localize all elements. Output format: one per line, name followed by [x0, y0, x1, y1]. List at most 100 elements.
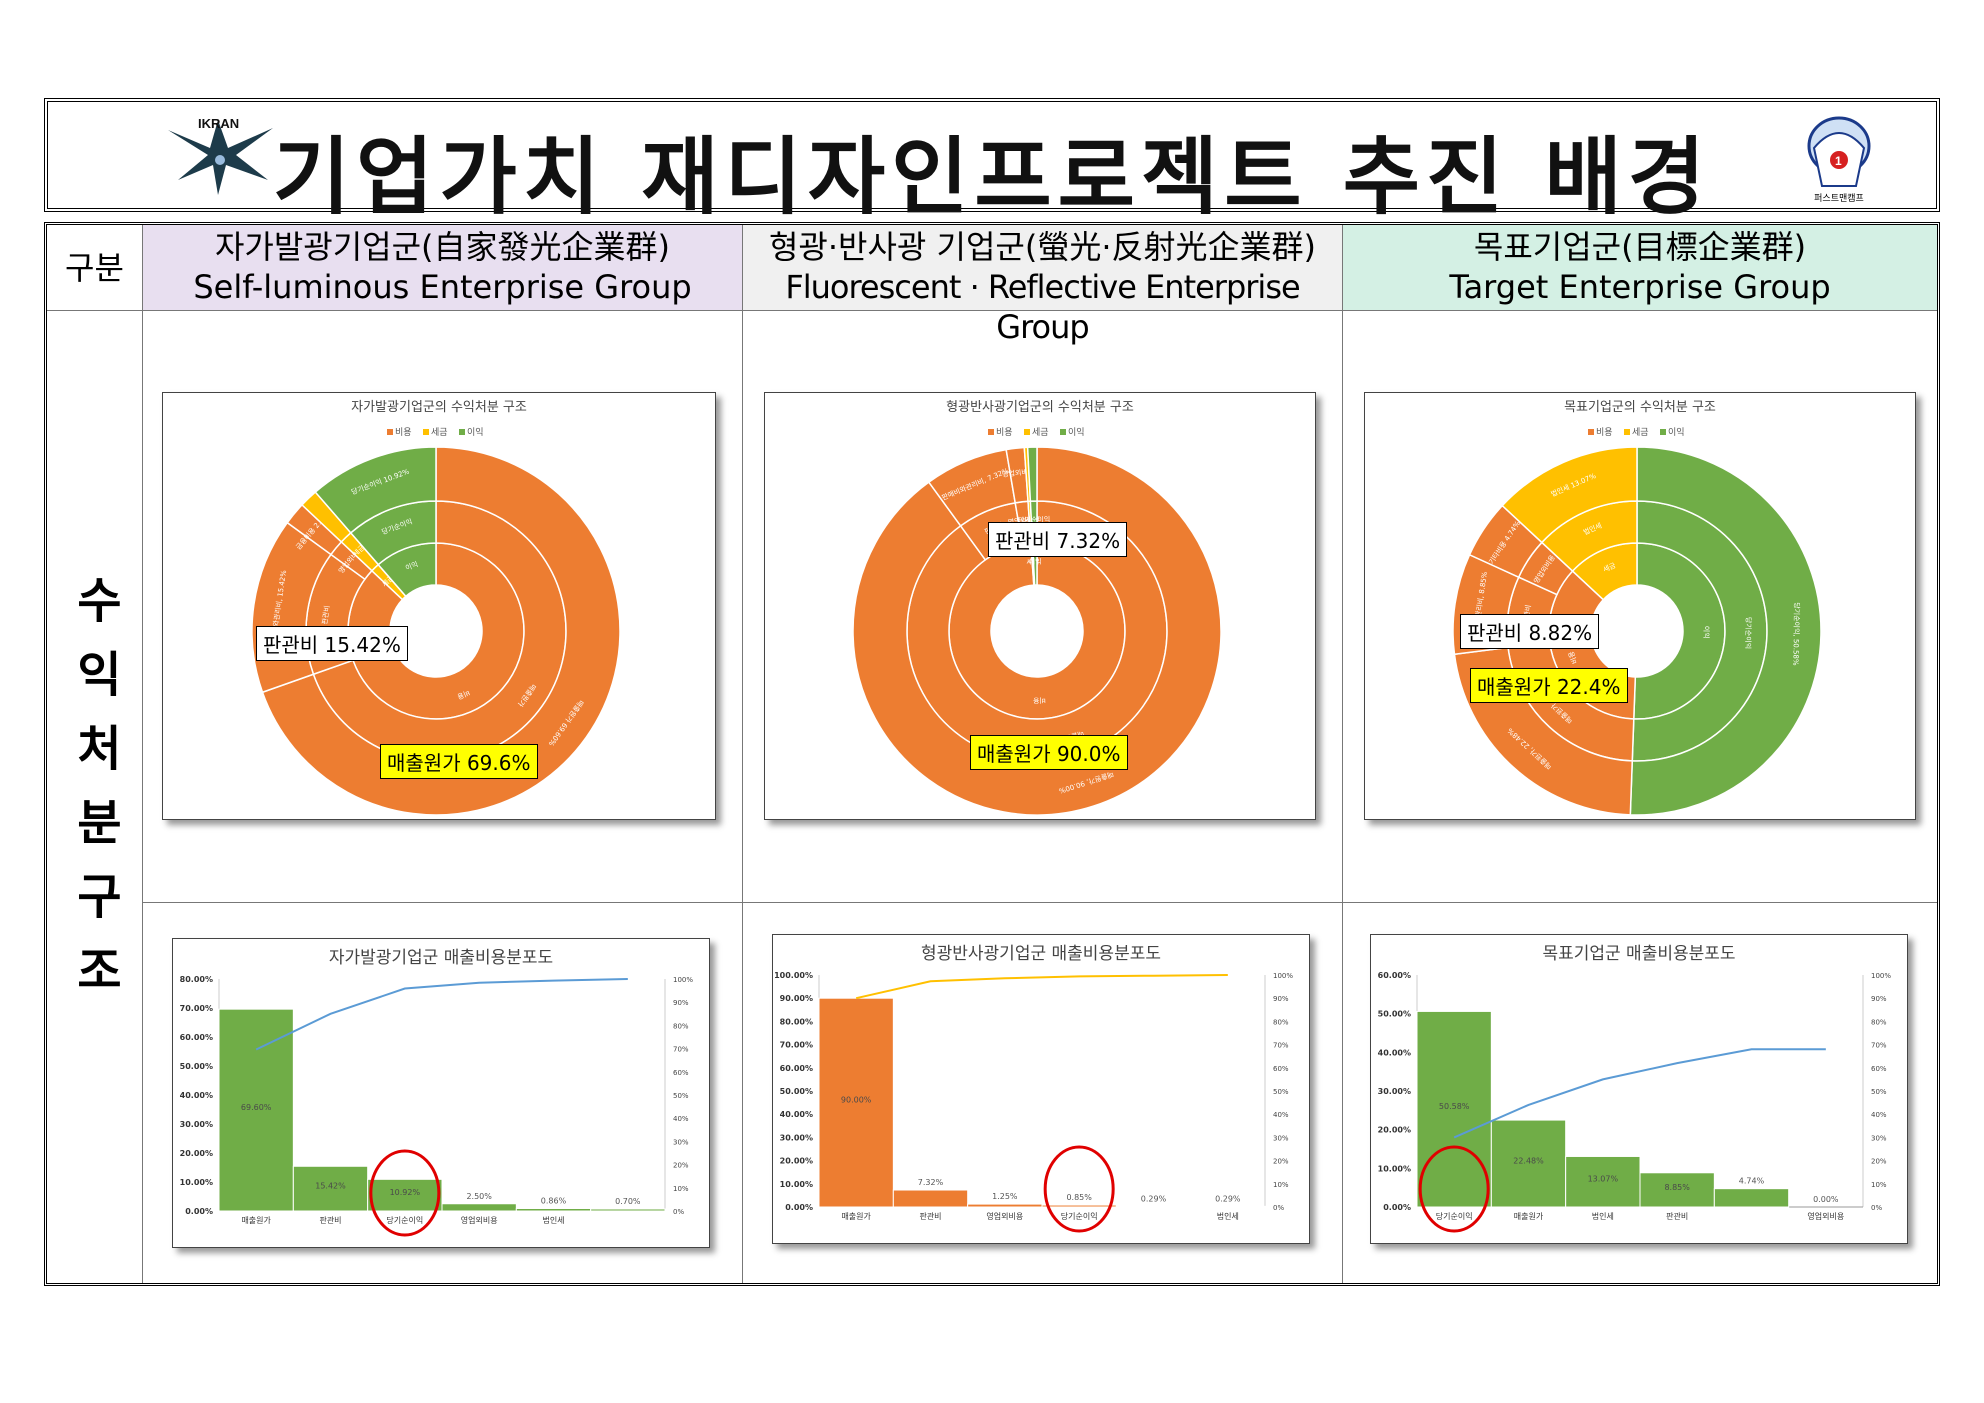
- bar: [818, 997, 894, 1208]
- pie-chart-a: 자가발광기업군의 수익처분 구조 비용 세금 이익 비용 세금 이익 매출원가 판관비 영업외비용…: [162, 392, 716, 820]
- bar: [1041, 1204, 1117, 1208]
- cell-b-bar: [743, 903, 1343, 1283]
- pie-slice-label: 비용: [1032, 696, 1046, 705]
- y-tick-label: 10.00%: [180, 1178, 213, 1187]
- y2-tick-label: 90%: [673, 999, 689, 1007]
- bar-value-label: 10.92%: [390, 1188, 421, 1197]
- bar-value-label: 2.50%: [466, 1192, 492, 1201]
- y-tick-label: 90.00%: [780, 994, 813, 1003]
- y-tick-label: 40.00%: [1378, 1048, 1411, 1057]
- legend-label: 이익: [467, 426, 484, 438]
- y-tick-label: 20.00%: [780, 1157, 813, 1166]
- y2-tick-label: 70%: [1871, 1042, 1887, 1050]
- header-target: 목표기업군(目標企業群) Target Enterprise Group: [1343, 225, 1937, 311]
- legend-swatch: [1024, 429, 1030, 435]
- y2-tick-label: 10%: [673, 1185, 689, 1193]
- y2-tick-label: 20%: [1871, 1158, 1887, 1166]
- title-banner: IKRAN 기업가치 재디자인프로젝트 추진 배경 1 퍼스트맨캠프: [44, 98, 1940, 226]
- pie-title: 형광반사광기업군의 수익처분 구조: [946, 400, 1134, 415]
- y2-tick-label: 80%: [1871, 1018, 1887, 1026]
- y2-tick-label: 30%: [1871, 1134, 1887, 1142]
- pie-slice-label: 당기순이익, 50.58%: [1791, 602, 1801, 666]
- legend-label: 비용: [395, 427, 412, 438]
- legend-swatch: [988, 429, 994, 435]
- y2-tick-label: 70%: [673, 1046, 689, 1054]
- highlight-circle: [369, 1149, 441, 1237]
- header-fluorescent: 형광·반사광 기업군(螢光·反射光企業群) Fluorescent · Refl…: [743, 225, 1343, 346]
- bar-title: 자가발광기업군 매출비용분포도: [329, 948, 553, 968]
- bar: [367, 1178, 443, 1212]
- bar-value-label: 8.85%: [1664, 1183, 1690, 1192]
- legend-label: 세금: [1032, 427, 1049, 438]
- x-tick-label: 영업외비용: [986, 1211, 1023, 1221]
- y-tick-label: 0.00%: [1383, 1203, 1411, 1212]
- pareto-chart-a: 자가발광기업군 매출비용분포도 0.00% 10.00% 20.00% 30.00% 40…: [172, 938, 710, 1248]
- y-tick-label: 80.00%: [180, 975, 213, 984]
- bar: [1416, 1010, 1492, 1208]
- legend-swatch: [387, 429, 393, 435]
- pie-slice-label: 당기순이익: [1744, 617, 1754, 649]
- y2-tick-label: 100%: [673, 976, 693, 984]
- pie-slice: [261, 446, 621, 816]
- pie-slice: [852, 446, 1222, 816]
- legend-label: 비용: [1596, 427, 1613, 438]
- page-title: 기업가치 재디자인프로젝트 추진 배경: [272, 128, 1712, 226]
- y-tick-label: 100.00%: [774, 971, 813, 980]
- y2-tick-label: 100%: [1871, 972, 1891, 980]
- pareto-chart-b: 형광반사광기업군 매출비용분포도 0.00% 10.00% 20.00% 30.00% 4…: [772, 934, 1310, 1244]
- y-tick-label: 60.00%: [780, 1064, 813, 1073]
- y2-tick-label: 40%: [1273, 1111, 1289, 1119]
- x-tick-label: 매출원가: [1514, 1211, 1544, 1221]
- y2-tick-label: 60%: [1871, 1065, 1887, 1073]
- x-tick-label: 당기순이익: [386, 1215, 423, 1225]
- y-tick-label: 60.00%: [180, 1033, 213, 1042]
- y2-tick-label: 0%: [1273, 1204, 1284, 1212]
- x-tick-label: 법인세: [1592, 1211, 1614, 1221]
- ikran-logo: IKRAN: [158, 110, 278, 204]
- legend-label: 이익: [1668, 426, 1685, 438]
- pie-slice: [1026, 446, 1038, 502]
- bar-value-label: 13.07%: [1588, 1175, 1619, 1184]
- legend-swatch: [1060, 429, 1066, 435]
- bar-value-label: 0.29%: [1141, 1194, 1167, 1203]
- y2-tick-label: 50%: [1871, 1088, 1887, 1096]
- bar-value-label: 7.32%: [918, 1178, 944, 1187]
- y-tick-label: 50.00%: [1378, 1010, 1411, 1019]
- bar-value-label: 0.85%: [1066, 1193, 1092, 1202]
- y2-tick-label: 50%: [673, 1092, 689, 1100]
- y-tick-label: 10.00%: [1378, 1164, 1411, 1173]
- bar-value-label: 0.70%: [615, 1197, 641, 1206]
- y-tick-label: 50.00%: [180, 1062, 213, 1071]
- bar: [1639, 1172, 1715, 1208]
- pie-chart-c-svg: 목표기업군의 수익처분 구조비용세금이익이익비용세금당기순이익매출원가판관비영업…: [1452, 400, 1822, 816]
- comparison-table: 구분 자가발광기업군(自家發光企業群) Self-luminous Enterp…: [44, 222, 1940, 1286]
- y2-tick-label: 80%: [1273, 1018, 1289, 1026]
- pareto-chart-c-svg: 목표기업군 매출비용분포도 0.00% 10.00% 20.00% 30.00% 40.0…: [1378, 944, 1891, 1233]
- pie-slice: [1629, 446, 1822, 816]
- bar: [441, 1203, 517, 1212]
- corner-label: 구분: [65, 248, 124, 287]
- y2-tick-label: 0%: [1871, 1204, 1882, 1212]
- y-tick-label: 30.00%: [1378, 1087, 1411, 1096]
- bar-value-label: 69.60%: [241, 1103, 272, 1112]
- y2-tick-label: 100%: [1273, 972, 1293, 980]
- x-tick-label: 당기순이익: [1436, 1211, 1473, 1221]
- y-tick-label: 30.00%: [780, 1133, 813, 1142]
- y2-tick-label: 10%: [1871, 1181, 1887, 1189]
- y-tick-label: 50.00%: [780, 1087, 813, 1096]
- pareto-chart-c: 목표기업군 매출비용분포도 0.00% 10.00% 20.00% 30.00% 40.0…: [1370, 934, 1908, 1244]
- side-label: 수익처분구조: [47, 311, 143, 1283]
- bar-value-label: 0.86%: [541, 1197, 567, 1206]
- bar: [1713, 1188, 1790, 1208]
- header-en: Target Enterprise Group: [1449, 268, 1831, 306]
- pie-slice: [1501, 446, 1638, 544]
- header-ko: 형광·반사광 기업군(螢光·反射光企業群): [768, 228, 1316, 266]
- y2-tick-label: 60%: [673, 1069, 689, 1077]
- bar: [1490, 1119, 1567, 1208]
- x-tick-label: 영업외비용: [461, 1215, 498, 1225]
- legend-label: 비용: [996, 427, 1013, 438]
- callout-c-sga: 판관비 8.82%: [1460, 614, 1600, 649]
- x-tick-label: 매출원가: [241, 1215, 271, 1225]
